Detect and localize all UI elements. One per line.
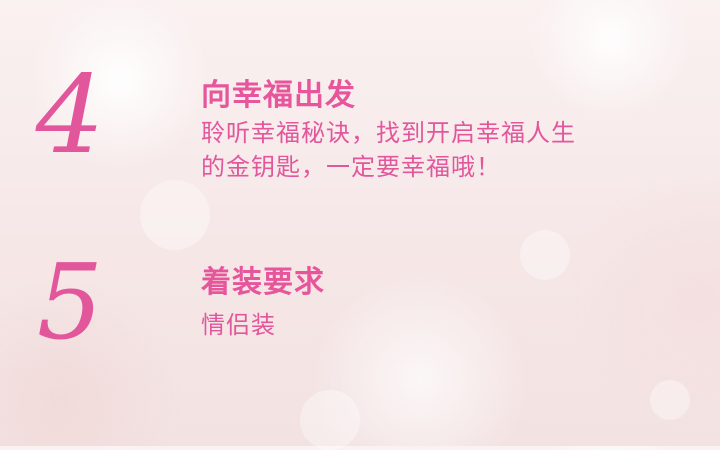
bokeh-light (650, 380, 690, 420)
section-title: 向幸福出发 (201, 78, 356, 113)
section-number: 5 (36, 241, 104, 363)
section-title: 着装要求 (201, 265, 325, 300)
section-description: 聆听幸福秘诀，找到开启幸福人生 的金钥匙，一定要幸福哦！ (201, 116, 701, 184)
description-line: 聆听幸福秘诀，找到开启幸福人生 (201, 119, 576, 147)
section-number: 4 (35, 53, 105, 178)
description-line: 情侣装 (201, 311, 276, 339)
description-line: 的金钥匙，一定要幸福哦！ (201, 153, 501, 181)
bokeh-light (140, 180, 210, 250)
bokeh-light (520, 230, 570, 280)
section-description: 情侣装 (201, 308, 701, 342)
bokeh-light (300, 390, 360, 450)
